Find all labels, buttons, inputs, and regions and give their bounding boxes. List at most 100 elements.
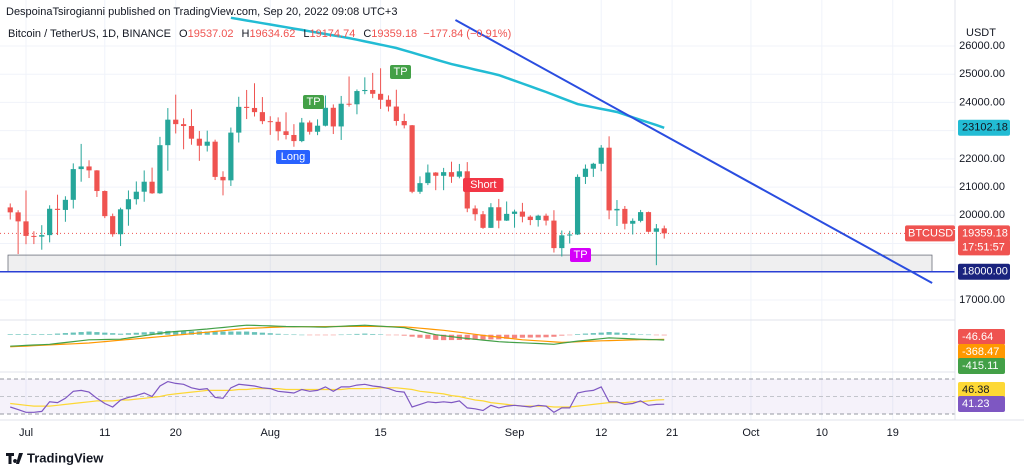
candle-body xyxy=(244,106,250,108)
candle-body xyxy=(653,228,659,232)
annotation: TP xyxy=(306,96,320,108)
y-tick-label: 24000.00 xyxy=(959,96,1005,108)
candle-body xyxy=(212,141,218,177)
candle-body xyxy=(511,211,518,214)
candle-body xyxy=(370,89,376,94)
ma-value-box xyxy=(958,119,1010,136)
publisher: DespoinaTsirogianni published on Trading… xyxy=(6,6,397,18)
candle-body xyxy=(259,112,265,122)
candle-body xyxy=(125,199,132,210)
macd-histogram-bar xyxy=(582,333,589,335)
macd-histogram-bar xyxy=(180,331,187,335)
macd-histogram-bar xyxy=(511,334,518,339)
macd-histogram-bar xyxy=(598,332,604,335)
candle-body xyxy=(228,132,234,181)
candle-body xyxy=(377,93,384,100)
macd-histogram-bar xyxy=(346,334,352,335)
candle-body xyxy=(188,126,195,139)
macd-histogram-bar xyxy=(653,334,659,336)
macd-histogram-bar xyxy=(314,334,321,336)
candle-body xyxy=(110,216,116,235)
macd-histogram-bar xyxy=(393,334,399,336)
macd-histogram-bar xyxy=(47,334,53,335)
macd-histogram-bar xyxy=(433,334,439,340)
macd-histogram-bar xyxy=(291,334,297,336)
macd-histogram-bar xyxy=(370,333,376,335)
macd-histogram-bar xyxy=(480,334,486,340)
macd-histogram-bar xyxy=(567,334,573,336)
macd-histogram-bar xyxy=(244,331,250,335)
candle-body xyxy=(196,138,202,146)
candle-body xyxy=(236,106,242,133)
macd-histogram-bar xyxy=(322,334,329,336)
macd-histogram-bar xyxy=(504,334,510,339)
macd-histogram-bar xyxy=(527,334,533,338)
macd-histogram-bar xyxy=(236,331,242,335)
macd-histogram-bar xyxy=(283,334,289,335)
macd-histogram-bar xyxy=(488,334,494,340)
x-tick-label: 21 xyxy=(666,427,678,439)
annotation: TP xyxy=(573,249,587,261)
macd-histogram-bar xyxy=(31,334,37,335)
candle-body xyxy=(409,125,415,192)
x-tick-label: Jul xyxy=(19,427,33,439)
macd-histogram-bar xyxy=(464,334,470,340)
annotation: TP xyxy=(393,66,407,78)
macd-histogram-bar xyxy=(228,331,234,335)
legend-change: −177.84 (−0.91%) xyxy=(423,28,511,40)
candle-body xyxy=(283,131,289,135)
axes: Jul 11 20 Aug 15 Sep 12 21 Oct 10 19 26000.00 25000.… xyxy=(19,40,1010,439)
candle-body xyxy=(354,91,360,105)
y-tick-label: 22000.00 xyxy=(959,153,1005,165)
y-tick-label: 26000.00 xyxy=(959,40,1005,52)
macd-histogram-bar xyxy=(401,334,407,336)
macd-histogram-bar xyxy=(645,334,652,336)
candle-body xyxy=(117,209,124,235)
rsi-line xyxy=(10,380,665,414)
candle-body xyxy=(220,176,226,181)
macd-histogram-bar xyxy=(519,334,526,338)
macd-histogram-bar xyxy=(535,334,541,338)
histogram-value: -46.64 xyxy=(962,331,993,343)
candle-body xyxy=(488,207,494,228)
annotation-box xyxy=(390,65,411,79)
macd-histogram-bar xyxy=(165,330,171,335)
tradingview-logo: TradingView xyxy=(6,450,104,465)
annotation-box xyxy=(463,178,504,192)
legend: Bitcoin / TetherUS, 1D, BINANCE O19537.02… xyxy=(8,28,511,40)
candle-body xyxy=(149,181,155,194)
rsi-value: 41.23 xyxy=(962,398,990,410)
candle-body xyxy=(15,212,21,222)
candle-body xyxy=(441,172,447,176)
macd-histogram-bar xyxy=(472,334,478,340)
symbol-box xyxy=(905,225,955,242)
macd-histogram-bar xyxy=(15,334,21,335)
candle-body xyxy=(307,122,313,132)
x-tick-label: Sep xyxy=(505,427,525,439)
rsi-ma-value: 46.38 xyxy=(962,384,990,396)
macd-histogram-bar xyxy=(409,334,415,337)
symbol: BTCUSDT xyxy=(908,227,960,239)
macd-histogram-bar xyxy=(141,332,147,335)
macd-histogram-bar xyxy=(267,333,273,335)
macd-histogram-bar xyxy=(173,331,179,335)
candle-body xyxy=(543,215,549,221)
macd-histogram-bar xyxy=(299,334,305,336)
candle-body xyxy=(299,122,305,142)
macd-histogram-bar xyxy=(362,333,368,335)
candle-body xyxy=(338,103,344,127)
macd-histogram-bar xyxy=(188,331,195,335)
currency: USDT xyxy=(966,27,996,39)
x-tick-label: 10 xyxy=(816,427,828,439)
macd-histogram-bar xyxy=(102,332,108,335)
macd-histogram-bar xyxy=(212,331,218,335)
candle-body xyxy=(551,220,557,249)
candle-body xyxy=(472,208,478,215)
macd-histogram-bar xyxy=(110,333,116,335)
candle-body xyxy=(62,199,69,210)
support-zone xyxy=(7,254,933,273)
x-tick-label: 11 xyxy=(99,427,110,439)
macd-histogram-bar xyxy=(385,334,392,336)
candle-body xyxy=(433,172,439,176)
candle-body xyxy=(204,141,210,146)
